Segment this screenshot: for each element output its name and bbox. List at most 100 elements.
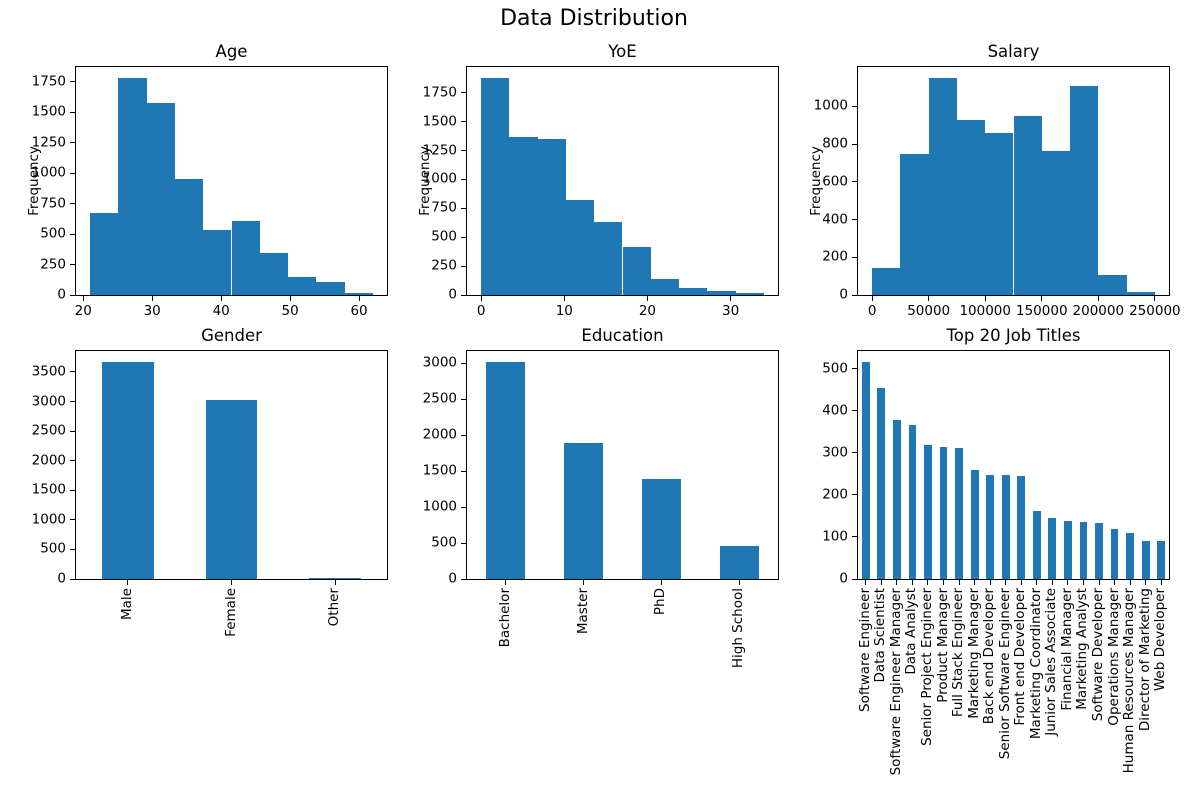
y-tick-label: 250 (40, 255, 66, 272)
y-tick-mark (852, 256, 857, 258)
x-tick-mark (505, 580, 507, 585)
y-tick-label: 1750 (422, 84, 457, 101)
y-tick-label: 3000 (422, 354, 457, 371)
subplot-title: Education (581, 326, 664, 346)
y-tick-mark (461, 470, 466, 472)
x-tick-label: 100000 (959, 303, 1011, 319)
histogram-bar (622, 246, 651, 295)
y-tick-mark (852, 143, 857, 145)
x-tick-label: 0 (476, 303, 486, 319)
x-tick-label: 30 (722, 303, 740, 319)
histogram-bar (928, 77, 957, 295)
subplot-education: Education 0 500 1000 1500 2000 2500 3000 Bachelo… (423, 326, 779, 668)
category-bar (1095, 523, 1103, 579)
category-bar (939, 446, 948, 579)
subplot-job-titles: Top 20 Job Titles 0 100 200 300 400 500 Softwar… (822, 326, 1170, 775)
y-tick-label: 500 (822, 359, 848, 376)
x-tick-mark (989, 580, 991, 585)
y-tick-mark (461, 265, 466, 267)
histogram-bar (1041, 150, 1071, 295)
histogram-bar (288, 276, 317, 295)
x-tick-mark (82, 296, 84, 301)
subplot-title: Gender (201, 326, 262, 346)
y-tick-label: 0 (448, 570, 457, 587)
subplot-title: Salary (987, 42, 1040, 62)
category-bar (719, 545, 759, 579)
x-tick-label: Product Manager (934, 588, 951, 703)
x-tick-label: Web Developer (1152, 588, 1169, 692)
y-tick-mark (461, 207, 466, 209)
x-tick-label: Marketing Manager (965, 588, 982, 719)
x-tick-mark (660, 580, 662, 585)
y-tick-label: 3000 (31, 392, 66, 409)
y-tick-label: 2500 (422, 390, 457, 407)
histogram-bar (956, 120, 986, 295)
y-tick-mark (70, 460, 75, 462)
x-tick-mark (928, 296, 930, 301)
x-tick-label: Software Developer (1090, 588, 1107, 722)
y-tick-label: 0 (57, 570, 66, 587)
x-tick-mark (1051, 580, 1053, 585)
x-tick-label: Director of Marketing (1136, 588, 1153, 732)
y-tick-label: 800 (822, 135, 848, 152)
x-tick-label: Senior Software Engineer (996, 588, 1013, 760)
y-tick-mark (852, 452, 857, 454)
x-tick-label: 40 (212, 303, 230, 319)
y-tick-mark (852, 181, 857, 183)
x-tick-label: Male (119, 588, 136, 620)
subplot-salary: Salary Frequency 0 200 400 600 800 1000 0 50000 10… (808, 42, 1180, 317)
y-tick-label: 500 (431, 534, 457, 551)
y-tick-mark (70, 172, 75, 174)
y-tick-mark (852, 410, 857, 412)
category-bar (924, 444, 932, 579)
x-tick-label: Junior Sales Associate (1043, 588, 1060, 736)
y-tick-mark (70, 81, 75, 83)
y-tick-label: 2500 (31, 422, 66, 439)
x-tick-mark (1114, 580, 1116, 585)
y-tick-mark (70, 142, 75, 143)
x-tick-label: Back end Developer (981, 588, 998, 725)
x-tick-mark (927, 580, 929, 585)
subplot-title: Top 20 Job Titles (946, 326, 1081, 346)
y-tick-label: 1000 (422, 498, 457, 515)
category-bar (1017, 476, 1026, 579)
subplot-age: Age Frequency 0 250 500 750 1000 1250 1500 1750 20… (26, 42, 388, 318)
y-tick-mark (70, 578, 75, 580)
category-bar (309, 577, 362, 579)
x-tick-mark (1067, 580, 1069, 585)
y-tick-label: 750 (431, 199, 457, 216)
x-tick-mark (563, 296, 565, 301)
x-tick-mark (1036, 580, 1038, 585)
y-tick-label: 250 (431, 257, 457, 274)
y-tick-mark (70, 489, 75, 491)
category-bar (877, 388, 886, 579)
y-tick-label: 200 (822, 248, 848, 265)
histogram-bar (90, 213, 119, 295)
y-tick-label: 1250 (31, 133, 66, 150)
y-tick-mark (852, 105, 857, 107)
x-tick-mark (911, 580, 913, 585)
histogram-bar (565, 200, 595, 295)
histogram-bar (316, 282, 345, 295)
histogram-bar (1126, 292, 1155, 295)
x-tick-label: 60 (350, 303, 368, 319)
x-tick-mark (958, 580, 960, 585)
histogram-bar (985, 132, 1014, 295)
histogram-bar (231, 220, 260, 295)
category-bar (1064, 520, 1072, 579)
y-tick-label: 750 (40, 194, 66, 211)
histogram-bar (146, 103, 175, 295)
x-tick-mark (738, 580, 740, 585)
y-tick-label: 200 (822, 486, 848, 503)
y-tick-label: 2000 (31, 451, 66, 468)
x-tick-label: Data Analyst (903, 588, 920, 675)
y-tick-mark (70, 111, 75, 113)
x-tick-label: Software Engineer (857, 588, 874, 712)
x-tick-mark (220, 296, 222, 301)
y-tick-label: 400 (822, 210, 848, 227)
y-tick-mark (461, 121, 466, 123)
x-tick-mark (480, 296, 482, 301)
histogram-bar (594, 222, 623, 295)
y-tick-mark (70, 294, 75, 296)
x-tick-label: Other (326, 588, 343, 627)
